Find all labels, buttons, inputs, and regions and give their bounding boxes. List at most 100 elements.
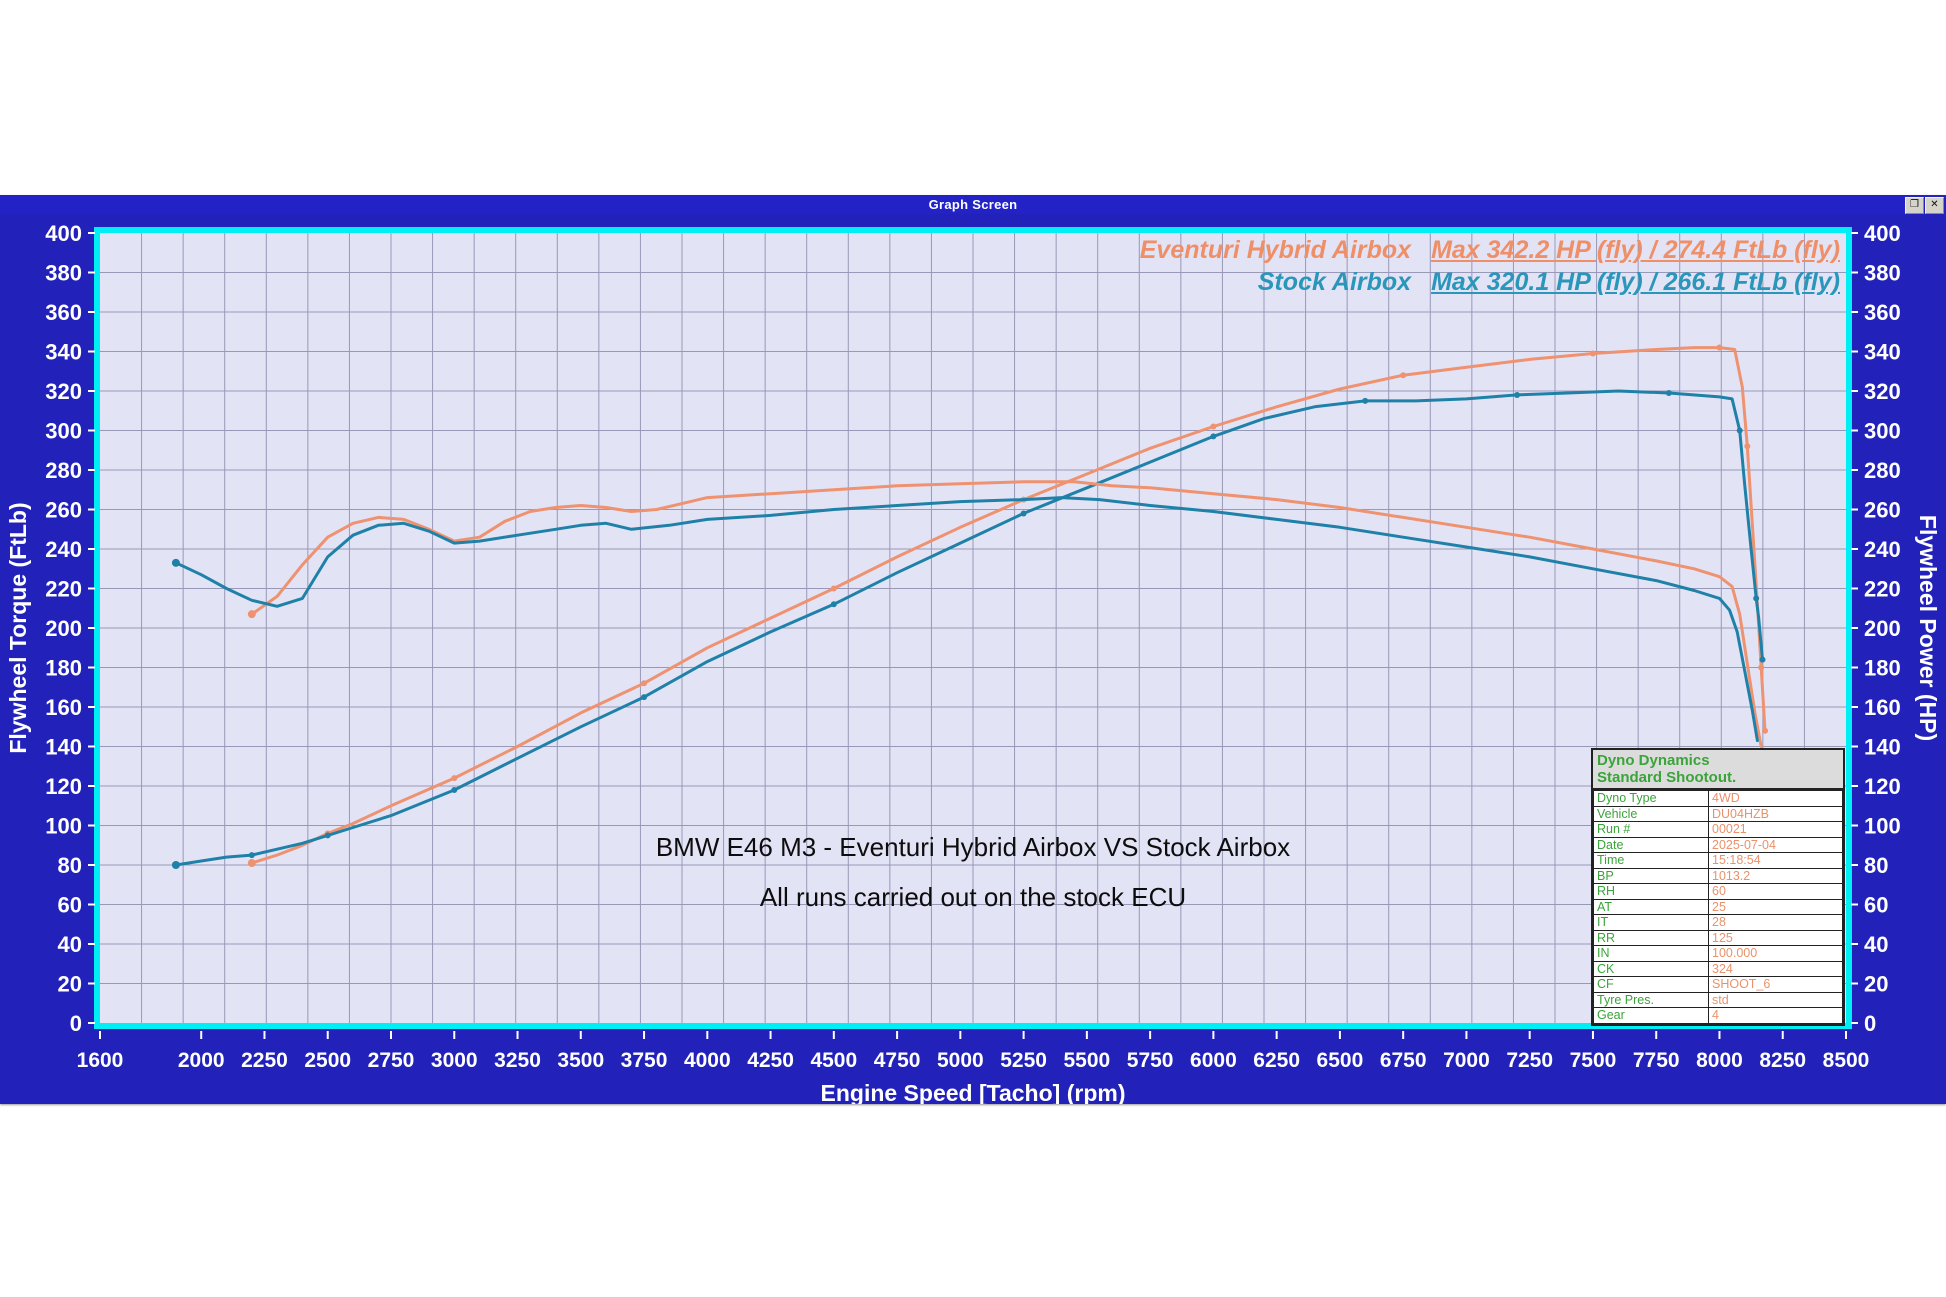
run-info-header: Dyno Dynamics Standard Shootout. bbox=[1593, 750, 1843, 790]
series-stock-power-marker bbox=[172, 862, 179, 868]
info-row: AT 25 bbox=[1593, 898, 1843, 915]
y-axis-left-tick-label: 80 bbox=[58, 853, 82, 878]
y-axis-left-tick-label: 160 bbox=[45, 695, 82, 720]
restore-window-button[interactable]: ❐ bbox=[1905, 197, 1924, 214]
x-axis-tick-label: 4250 bbox=[747, 1049, 794, 1072]
info-row-value: 2025-07-04 bbox=[1708, 836, 1843, 853]
series-stock-power-marker bbox=[1514, 391, 1521, 398]
info-row-label: Dyno Type bbox=[1593, 790, 1709, 807]
x-axis-tick-label: 2750 bbox=[368, 1049, 415, 1072]
title-bar[interactable]: Graph Screen ❐ ✕ bbox=[0, 195, 1946, 214]
series-eventuri-power-marker bbox=[1210, 423, 1217, 430]
info-row-label: BP bbox=[1593, 867, 1709, 884]
y-axis-right-tick-label: 260 bbox=[1864, 498, 1901, 523]
info-row: RR 125 bbox=[1593, 929, 1843, 946]
y-axis-right-tick-label: 340 bbox=[1864, 340, 1901, 365]
info-row: IN 100.000 bbox=[1593, 945, 1843, 962]
y-axis-left-tick-label: 180 bbox=[45, 656, 82, 681]
info-row-value: 28 bbox=[1708, 914, 1843, 931]
x-axis-tick-label: 4000 bbox=[684, 1049, 731, 1072]
x-axis-tick-label: 8500 bbox=[1823, 1049, 1870, 1072]
legend-series-1-max: Max 342.2 HP (fly) / 274.4 FtLb (fly) bbox=[1431, 236, 1840, 264]
series-eventuri-power bbox=[250, 346, 1767, 865]
series-eventuri-power-marker bbox=[1589, 350, 1596, 357]
y-axis-left-tick-label: 100 bbox=[45, 814, 82, 839]
y-axis-left-tick-label: 0 bbox=[70, 1011, 82, 1036]
series-stock-torque bbox=[174, 496, 1759, 743]
series-eventuri-power-marker bbox=[830, 585, 837, 592]
x-axis-tick-label: 1600 bbox=[77, 1049, 124, 1072]
y-axis-left-tick-label: 140 bbox=[45, 735, 82, 760]
info-row: CF SHOOT_6 bbox=[1593, 976, 1843, 993]
y-axis-right-tick-label: 360 bbox=[1864, 300, 1901, 325]
series-stock-power-marker bbox=[1210, 433, 1217, 440]
x-axis-tick-label: 8250 bbox=[1759, 1049, 1806, 1072]
x-axis-tick-label: 8000 bbox=[1696, 1049, 1743, 1072]
series-stock-power-marker bbox=[248, 852, 255, 859]
close-window-button[interactable]: ✕ bbox=[1925, 197, 1944, 214]
info-row-label: RH bbox=[1593, 883, 1709, 900]
info-row-value: 15:18:54 bbox=[1708, 852, 1843, 869]
legend-series-2-name: Stock Airbox bbox=[1257, 268, 1412, 296]
y-axis-left-tick-label: 320 bbox=[45, 379, 82, 404]
y-axis-left-tick-label: 40 bbox=[58, 932, 82, 957]
series-eventuri-torque-start-marker bbox=[247, 610, 256, 619]
x-axis-tick-label: 2500 bbox=[304, 1049, 351, 1072]
y-axis-left-tick-label: 340 bbox=[45, 340, 82, 365]
x-axis-tick-label: 6500 bbox=[1317, 1049, 1364, 1072]
y-axis-left-tick-label: 400 bbox=[45, 221, 82, 246]
y-axis-right-tick-label: 140 bbox=[1864, 735, 1901, 760]
info-row: Time 15:18:54 bbox=[1593, 852, 1843, 869]
run-info-header-line2: Standard Shootout. bbox=[1597, 769, 1737, 786]
y-axis-right-tick-label: 100 bbox=[1864, 814, 1901, 839]
info-row-value: 25 bbox=[1708, 898, 1843, 915]
chart-annotation-subtitle: All runs carried out on the stock ECU bbox=[759, 882, 1187, 912]
series-stock-power-marker bbox=[641, 694, 648, 701]
y-axis-right-tick-label: 380 bbox=[1864, 261, 1901, 286]
info-row-label: IN bbox=[1593, 945, 1709, 962]
y-axis-right-tick-label: 220 bbox=[1864, 577, 1901, 602]
y-axis-left-tick-label: 20 bbox=[58, 972, 82, 997]
dyno-chart: 1600 2000 2250 2500 2750 3000 3250 3500 3750 4000… bbox=[5, 221, 1941, 1104]
info-row-label: Run # bbox=[1593, 821, 1709, 838]
series-eventuri-power-marker bbox=[1758, 664, 1765, 671]
y-axis-left-tick-label: 300 bbox=[45, 419, 82, 444]
info-row: Run #00021 bbox=[1593, 821, 1843, 838]
y-axis-right-title: Flywheel Power (HP) bbox=[1915, 515, 1941, 741]
chart-annotation-title: BMW E46 M3 - Eventuri Hybrid Airbox VS S… bbox=[655, 832, 1291, 862]
y-axis-right-tick-label: 280 bbox=[1864, 458, 1901, 483]
series-stock-power bbox=[174, 389, 1764, 867]
legend-series-1-name: Eventuri Hybrid Airbox bbox=[1139, 236, 1412, 264]
x-axis-tick-label: 5500 bbox=[1064, 1049, 1111, 1072]
info-row-label: Tyre Pres. bbox=[1593, 991, 1709, 1008]
y-axis-right-tick-label: 120 bbox=[1864, 774, 1901, 799]
info-row-label: AT bbox=[1593, 898, 1709, 915]
x-axis-tick-label: 2000 bbox=[178, 1049, 225, 1072]
x-axis-tick-label: 5250 bbox=[1000, 1049, 1047, 1072]
y-axis-right-tick-label: 20 bbox=[1864, 972, 1888, 997]
info-row-value: 1013.2 bbox=[1708, 867, 1843, 884]
series-eventuri-power-marker bbox=[1716, 344, 1723, 351]
x-axis-tick-label: 7250 bbox=[1506, 1049, 1553, 1072]
info-row: BP 1013.2 bbox=[1593, 867, 1843, 884]
y-axis-right-tick-label: 200 bbox=[1864, 616, 1901, 641]
x-axis-tick-label: 4750 bbox=[874, 1049, 921, 1072]
series-stock-power-marker bbox=[1736, 427, 1743, 434]
x-axis-tick-label: 2250 bbox=[241, 1049, 288, 1072]
y-axis-right-tick-label: 40 bbox=[1864, 932, 1888, 957]
y-axis-right-tick-label: 160 bbox=[1864, 695, 1901, 720]
series-eventuri-power-marker bbox=[1744, 443, 1751, 450]
legend-series-2-max: Max 320.1 HP (fly) / 266.1 FtLb (fly) bbox=[1431, 268, 1840, 296]
y-axis-left-tick-label: 60 bbox=[58, 893, 82, 918]
x-axis-tick-label: 3000 bbox=[431, 1049, 478, 1072]
info-row: Dyno Type 4WD bbox=[1593, 790, 1843, 807]
y-axis-left-tick-label: 280 bbox=[45, 458, 82, 483]
x-axis-tick-label: 6250 bbox=[1253, 1049, 1300, 1072]
info-row-value: 60 bbox=[1708, 883, 1843, 900]
y-axis-right-tick-label: 180 bbox=[1864, 656, 1901, 681]
info-row-label: RR bbox=[1593, 929, 1709, 946]
series-stock-power-marker bbox=[451, 786, 458, 793]
info-row: Vehicle DU04HZB bbox=[1593, 805, 1843, 822]
info-row-value: 324 bbox=[1708, 960, 1843, 977]
y-axis-right-tick-label: 80 bbox=[1864, 853, 1888, 878]
